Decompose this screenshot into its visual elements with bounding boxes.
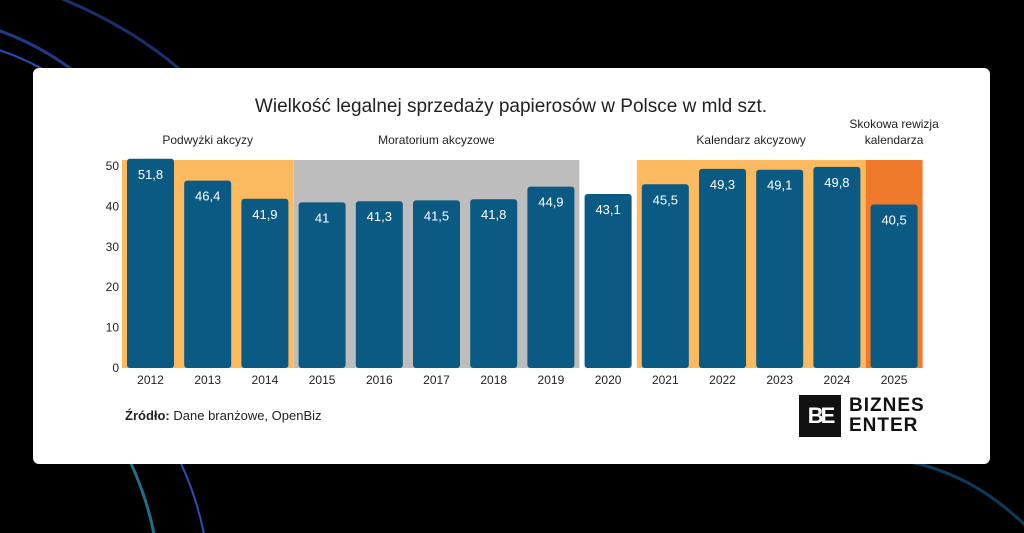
chart-title: Wielkość legalnej sprzedaży papierosów w… (255, 96, 767, 117)
value-label-2019: 44,9 (538, 195, 563, 210)
x-tick-2022: 2022 (709, 373, 736, 387)
x-tick-2020: 2020 (595, 373, 622, 387)
value-label-2016: 41,3 (367, 209, 392, 224)
y-tick-20: 20 (106, 280, 120, 294)
bar-2020 (584, 193, 632, 368)
x-tick-2021: 2021 (652, 373, 679, 387)
value-label-2017: 41,5 (424, 208, 449, 223)
source-note: Źródło: Dane branżowe, OpenBiz (125, 408, 322, 423)
bar-2021 (641, 184, 689, 368)
logo-mark: BE (799, 395, 841, 437)
value-label-2014: 41,9 (252, 207, 277, 222)
value-label-2021: 45,5 (653, 192, 678, 207)
band-label-0-0: Podwyżki akcyzy (162, 133, 253, 147)
band-label-1-0: Moratorium akcyzowe (378, 133, 495, 147)
band-label-2-0: Kalendarz akcyzowy (696, 133, 805, 147)
value-label-2020: 43,1 (595, 202, 620, 217)
x-tick-2023: 2023 (766, 373, 793, 387)
y-tick-10: 10 (106, 321, 120, 335)
value-label-2024: 49,8 (824, 175, 849, 190)
bar-2017 (413, 200, 460, 368)
bar-2014 (241, 198, 289, 368)
biznes-enter-logo: BE BIZNES ENTER (799, 395, 925, 437)
value-label-2018: 41,8 (481, 207, 506, 222)
value-label-2013: 46,4 (195, 189, 220, 204)
logo-line-2: ENTER (849, 415, 919, 436)
bar-chart: Wielkość legalnej sprzedaży papierosów w… (106, 96, 939, 387)
value-label-2023: 49,1 (767, 178, 792, 193)
y-tick-50: 50 (106, 159, 120, 173)
x-tick-2012: 2012 (137, 373, 164, 387)
value-label-2015: 41 (315, 210, 329, 225)
bar-2013 (184, 180, 232, 368)
x-tick-2015: 2015 (309, 373, 336, 387)
value-label-2012: 51,8 (138, 167, 163, 182)
x-tick-2017: 2017 (423, 373, 450, 387)
x-tick-2016: 2016 (366, 373, 393, 387)
bar-2016 (355, 201, 403, 368)
bar-2015 (298, 202, 346, 368)
x-tick-2019: 2019 (538, 373, 565, 387)
source-text: Dane branżowe, OpenBiz (169, 408, 322, 423)
source-label: Źródło: (125, 408, 170, 423)
x-tick-2018: 2018 (480, 373, 507, 387)
value-label-2022: 49,3 (710, 177, 735, 192)
bar-2025 (870, 204, 918, 368)
bar-2012 (127, 158, 174, 368)
logo-line-1: BIZNES (849, 395, 925, 416)
value-label-2025: 40,5 (881, 212, 906, 227)
y-tick-30: 30 (106, 240, 120, 254)
x-tick-2013: 2013 (194, 373, 221, 387)
bar-2018 (470, 199, 518, 368)
bar-2023 (756, 169, 804, 368)
y-tick-0: 0 (112, 361, 119, 375)
band-label-3-0: Skokowa rewizja (849, 117, 939, 131)
y-tick-40: 40 (106, 199, 120, 213)
bar-2019 (527, 186, 575, 368)
bar-2024 (813, 166, 861, 368)
chart-card: Wielkość legalnej sprzedaży papierosów w… (33, 68, 990, 464)
band-label-3-1: kalendarza (865, 133, 924, 147)
x-tick-2014: 2014 (252, 373, 279, 387)
logo-wordmark: BIZNES ENTER (849, 396, 925, 436)
x-tick-2025: 2025 (881, 373, 908, 387)
bar-2022 (699, 168, 746, 368)
x-tick-2024: 2024 (824, 373, 851, 387)
